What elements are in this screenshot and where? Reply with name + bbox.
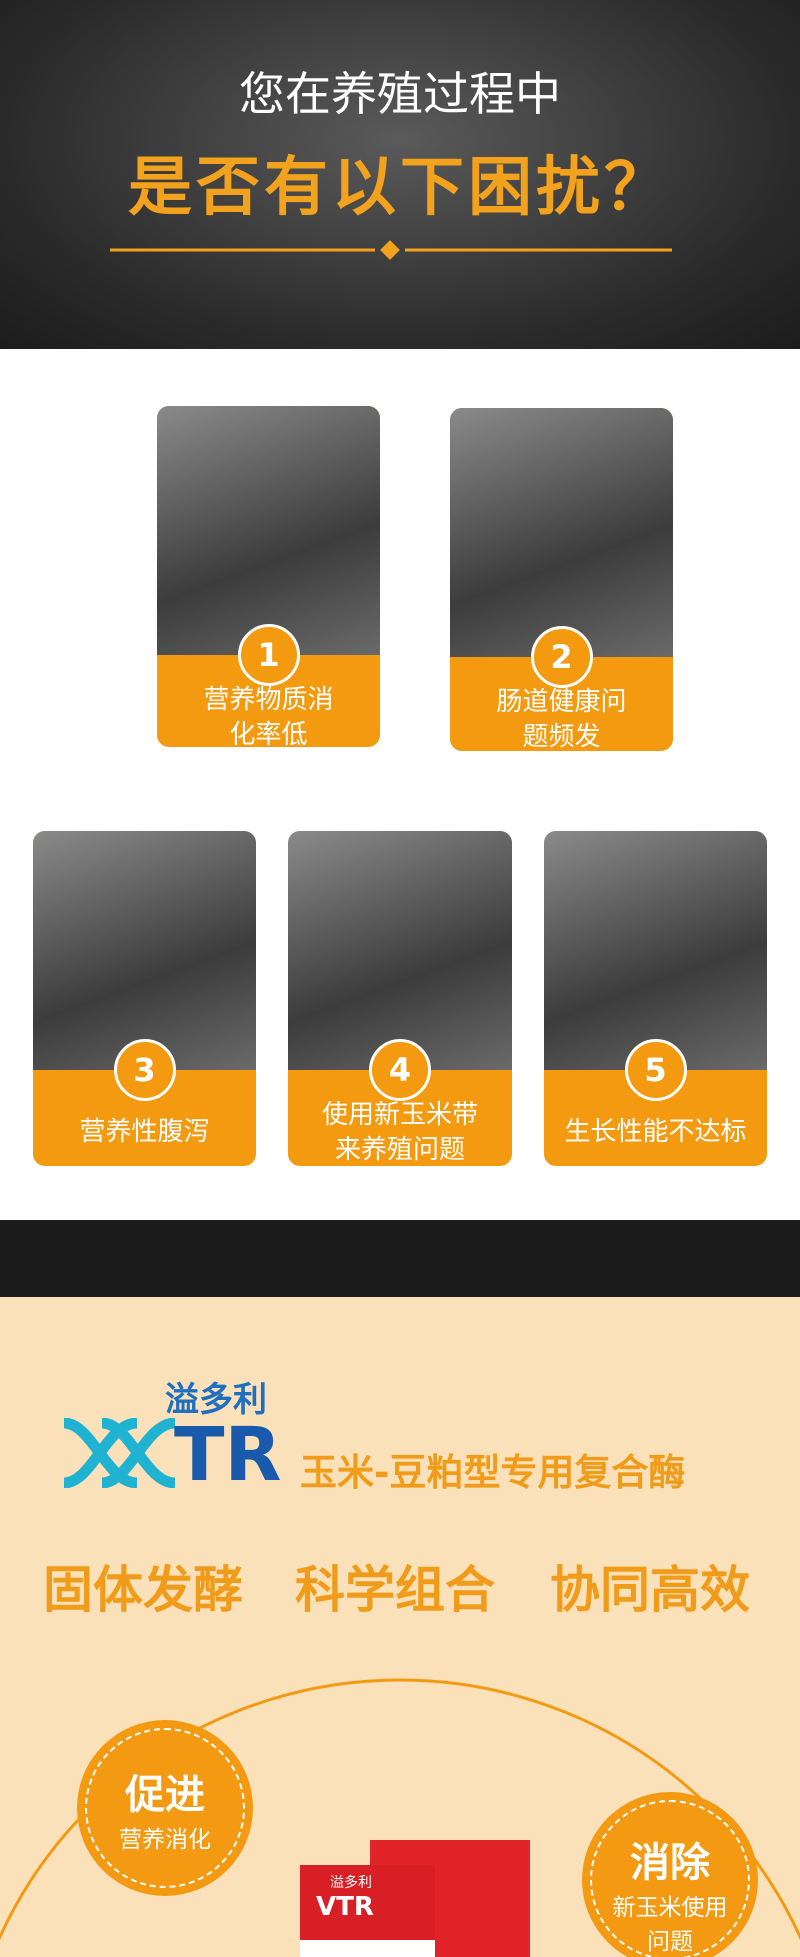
divider bbox=[110, 240, 672, 260]
problem-number: 5 bbox=[624, 1039, 687, 1101]
problem-label: 营养物质消 bbox=[203, 685, 334, 715]
slogan: 科学组合 bbox=[295, 1561, 495, 1619]
problem-card: 1 营养物质消化率低 bbox=[157, 406, 380, 747]
benefit-title: 消除 bbox=[630, 1840, 710, 1886]
problem-label: 生长性能不达标 bbox=[564, 1117, 747, 1147]
problem-card: 5 生长性能不达标 bbox=[544, 831, 767, 1166]
title-line1: 您在养殖过程中 bbox=[239, 67, 561, 121]
problem-number: 4 bbox=[369, 1039, 431, 1101]
problem-label: 来养殖问题 bbox=[334, 1135, 465, 1165]
benefit-text: 新玉米使用 bbox=[612, 1895, 728, 1921]
brand-name: 溢多利 bbox=[165, 1380, 267, 1420]
slogan: 协同高效 bbox=[550, 1561, 750, 1619]
slogan: 固体发酵 bbox=[43, 1561, 243, 1619]
benefit-circle: 消除 新玉米使用 问题 bbox=[582, 1792, 758, 1957]
problem-photo bbox=[450, 408, 673, 657]
tagline: 玉米-豆粕型专用复合酶 bbox=[300, 1451, 686, 1494]
problem-number: 2 bbox=[530, 626, 593, 688]
bag-logo: VTR bbox=[316, 1892, 374, 1922]
problem-card: 3 营养性腹泻 bbox=[33, 831, 256, 1166]
problem-label: 营养性腹泻 bbox=[79, 1117, 210, 1147]
problem-label: 使用新玉米带 bbox=[321, 1100, 478, 1130]
problem-number: 3 bbox=[113, 1039, 176, 1101]
problem-label: 题频发 bbox=[522, 722, 601, 751]
problem-label: 肠道健康问 bbox=[496, 687, 627, 717]
dark-band bbox=[0, 1220, 800, 1297]
benefit-title: 促进 bbox=[125, 1772, 205, 1818]
problem-card: 4 使用新玉米带 来养殖问题 bbox=[288, 831, 512, 1166]
bag-brand: 溢多利 bbox=[330, 1875, 372, 1891]
header-bg bbox=[0, 0, 800, 349]
problem-photo bbox=[544, 831, 767, 1070]
brand-logo: TR bbox=[63, 1418, 281, 1488]
logo-text: TR bbox=[174, 1418, 281, 1488]
decor bbox=[0, 1678, 800, 1957]
problem-photo bbox=[33, 831, 256, 1070]
title-line2: 是否有以下困扰？ bbox=[128, 151, 672, 225]
benefit-text: 问题 bbox=[647, 1929, 693, 1955]
problem-card: 2 肠道健康问题频发 bbox=[450, 408, 673, 751]
problem-label: 化率低 bbox=[229, 720, 308, 747]
benefit-circle: 促进 营养消化 bbox=[77, 1720, 253, 1896]
problem-photo bbox=[288, 831, 512, 1070]
problem-photo bbox=[157, 406, 380, 655]
benefit-text: 营养消化 bbox=[119, 1827, 211, 1853]
problem-number: 1 bbox=[237, 624, 300, 686]
